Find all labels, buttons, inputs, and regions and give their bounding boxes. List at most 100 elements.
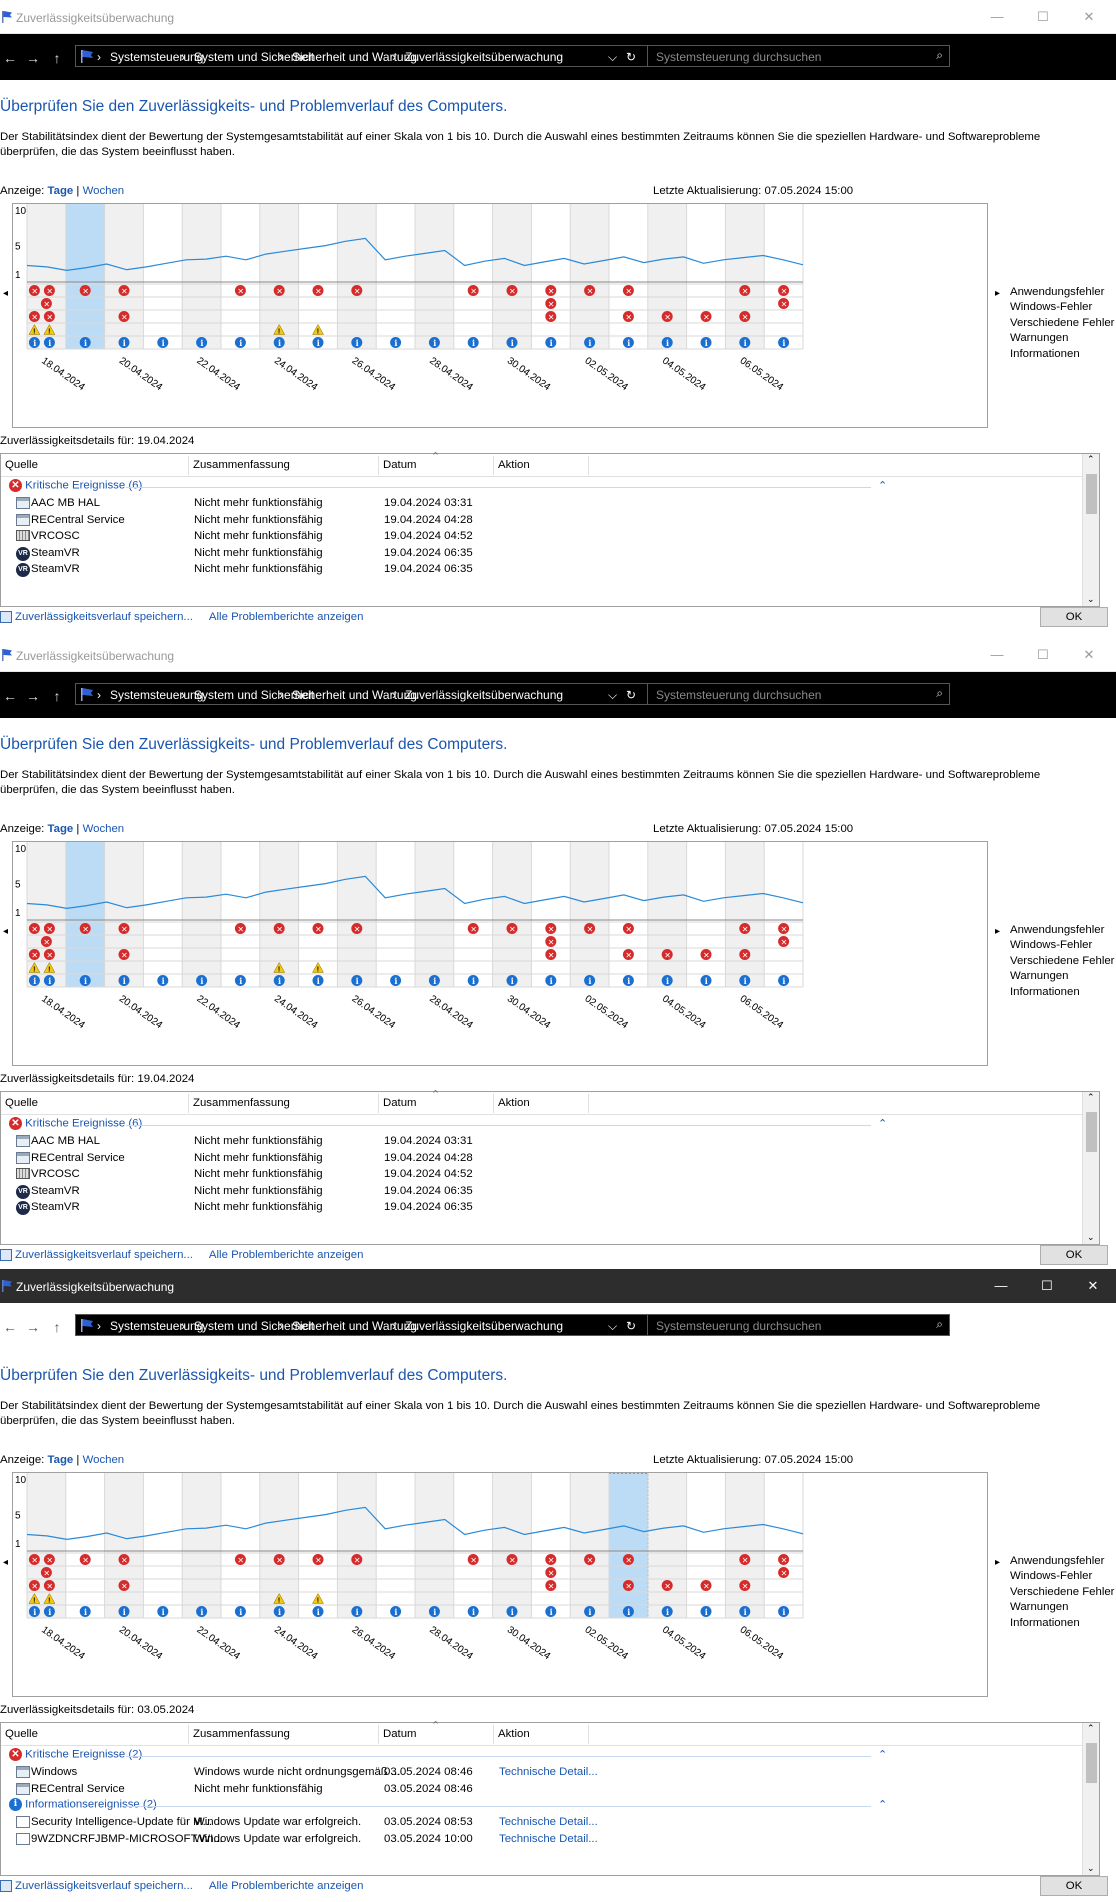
chart-column[interactable]: [27, 842, 66, 987]
forward-button[interactable]: →: [26, 688, 40, 704]
error-icon[interactable]: [545, 1554, 557, 1565]
error-icon[interactable]: [79, 285, 91, 296]
error-icon[interactable]: [79, 1554, 91, 1565]
chart-column[interactable]: [27, 204, 66, 349]
chart-column[interactable]: [104, 204, 144, 349]
table-row[interactable]: RECentral Service Nicht mehr funktionsfäh…: [1, 1151, 881, 1167]
error-icon[interactable]: [778, 936, 790, 947]
history-dropdown-icon[interactable]: ⌵: [608, 688, 618, 702]
all-reports-link[interactable]: Alle Problemberichte anzeigen: [208, 1249, 364, 1262]
error-icon[interactable]: [118, 1554, 130, 1565]
error-icon[interactable]: [351, 1554, 363, 1565]
info-icon[interactable]: [390, 975, 402, 986]
info-icon[interactable]: [196, 337, 208, 348]
error-icon[interactable]: [661, 949, 673, 960]
chart-column[interactable]: [647, 1473, 687, 1618]
error-icon[interactable]: [43, 311, 55, 322]
chart-svg[interactable]: 10 5 1 ✕ ✕ ✕ ✕ ✕ ✕ ✕ ✕ ✕ ✕ ✕ ✕ ✕ ✕ ✕ ✕ ✕ ✕ ✕ ✕ ✕ ✕ ✕ ✕ ✕ ✕!!! ! i i i i i i…: [13, 1473, 989, 1698]
info-icon[interactable]: [118, 975, 130, 986]
error-icon[interactable]: [545, 949, 557, 960]
info-icon[interactable]: [157, 1606, 169, 1617]
error-icon[interactable]: [118, 285, 130, 296]
chart-svg[interactable]: 10 5 1 ✕ ✕ ✕ ✕ ✕ ✕ ✕ ✕ ✕ ✕ ✕ ✕ ✕ ✕ ✕ ✕ ✕ ✕ ✕ ✕ ✕ ✕ ✕ ✕ ✕ ✕!!! ! i i i i i i…: [13, 204, 989, 429]
column-header-date[interactable]: Datum: [383, 1728, 417, 1740]
column-divider[interactable]: [378, 1725, 379, 1744]
back-button[interactable]: ←: [3, 688, 17, 704]
chart-column[interactable]: [143, 1473, 183, 1618]
warning-icon[interactable]: [43, 323, 56, 335]
chart-column[interactable]: [570, 204, 609, 349]
search-input[interactable]: Systemsteuerung durchsuchen ⌕: [647, 45, 950, 67]
chart-column[interactable]: [415, 842, 454, 987]
info-icon[interactable]: [700, 1606, 712, 1617]
chart-column[interactable]: [453, 204, 493, 349]
info-icon[interactable]: [428, 975, 440, 986]
error-icon[interactable]: [43, 1580, 55, 1591]
chart-column[interactable]: [337, 204, 377, 349]
error-icon[interactable]: [506, 923, 518, 934]
info-icon[interactable]: [351, 1606, 363, 1617]
scroll-up-icon[interactable]: ⌃: [1087, 1092, 1095, 1102]
error-icon[interactable]: [545, 923, 557, 934]
refresh-icon[interactable]: ↻: [626, 50, 637, 64]
chart-column[interactable]: [647, 842, 687, 987]
chart-column[interactable]: [570, 842, 609, 987]
info-icon[interactable]: [390, 1606, 402, 1617]
chart-column[interactable]: [686, 204, 726, 349]
save-history-link[interactable]: Zuverlässigkeitsverlauf speichern...: [15, 1880, 193, 1893]
forward-button[interactable]: →: [26, 50, 40, 66]
error-icon[interactable]: [545, 1567, 557, 1578]
history-dropdown-icon[interactable]: ⌵: [608, 50, 618, 64]
reliability-chart[interactable]: 10 5 1 ✕ ✕ ✕ ✕ ✕ ✕ ✕ ✕ ✕ ✕ ✕ ✕ ✕ ✕ ✕ ✕ ✕ ✕ ✕ ✕ ✕ ✕ ✕ ✕ ✕ ✕!!!! i i i i i i…: [12, 1472, 988, 1697]
error-icon[interactable]: [118, 949, 130, 960]
warning-icon[interactable]: [43, 1592, 56, 1604]
table-row[interactable]: VR SteamVR Nicht mehr funktionsfähig 19.04.…: [1, 1200, 881, 1216]
error-icon[interactable]: [700, 949, 712, 960]
error-icon[interactable]: [739, 285, 751, 296]
chart-column[interactable]: [686, 842, 726, 987]
breadcrumb-item[interactable]: Systemsteuerung: [110, 50, 204, 64]
close-button[interactable]: ✕: [1087, 1278, 1099, 1293]
error-icon[interactable]: [273, 1554, 285, 1565]
breadcrumb[interactable]: › Systemsteuerung › System und Sicherheit › S…: [75, 683, 760, 705]
collapse-icon[interactable]: ⌃: [878, 1749, 888, 1761]
info-icon[interactable]: [778, 1606, 790, 1617]
table-row[interactable]: AAC MB HAL Nicht mehr funktionsfähig 19.04…: [1, 1134, 881, 1150]
error-icon[interactable]: [43, 1554, 55, 1565]
error-icon[interactable]: [79, 923, 91, 934]
error-icon[interactable]: [778, 1567, 790, 1578]
error-icon[interactable]: [778, 923, 790, 934]
info-icon[interactable]: [778, 337, 790, 348]
error-icon[interactable]: [506, 1554, 518, 1565]
table-row[interactable]: VRCOSC Nicht mehr funktionsfähig 19.04.202…: [1, 1167, 881, 1183]
info-icon[interactable]: [390, 337, 402, 348]
search-input[interactable]: Systemsteuerung durchsuchen ⌕: [647, 683, 950, 705]
ok-button[interactable]: OK: [1040, 1245, 1108, 1265]
table-row[interactable]: VR SteamVR Nicht mehr funktionsfähig 19.04.…: [1, 546, 881, 562]
column-divider[interactable]: [493, 1094, 494, 1113]
error-icon[interactable]: [28, 285, 40, 296]
column-header-action[interactable]: Aktion: [498, 1728, 530, 1740]
column-divider[interactable]: [188, 1094, 189, 1113]
warning-icon[interactable]: [28, 323, 41, 335]
warning-icon[interactable]: [28, 961, 41, 973]
info-icon[interactable]: [351, 337, 363, 348]
chart-column[interactable]: [337, 1473, 377, 1618]
error-icon[interactable]: [700, 1580, 712, 1591]
chart-column[interactable]: [143, 204, 183, 349]
save-history-link[interactable]: Zuverlässigkeitsverlauf speichern...: [15, 1249, 193, 1262]
column-header-action[interactable]: Aktion: [498, 459, 530, 471]
info-icon[interactable]: [467, 975, 479, 986]
error-icon[interactable]: [778, 285, 790, 296]
close-button[interactable]: ✕: [1083, 9, 1095, 24]
view-days-link[interactable]: Tage: [47, 185, 74, 197]
error-icon[interactable]: [622, 285, 634, 296]
chart-column[interactable]: [104, 842, 144, 987]
info-icon[interactable]: [43, 1606, 55, 1617]
info-icon[interactable]: [118, 1606, 130, 1617]
error-icon[interactable]: [545, 298, 557, 309]
info-icon[interactable]: [428, 337, 440, 348]
chart-column[interactable]: [764, 1473, 803, 1618]
selected-column[interactable]: [65, 204, 105, 349]
info-icon[interactable]: [467, 337, 479, 348]
